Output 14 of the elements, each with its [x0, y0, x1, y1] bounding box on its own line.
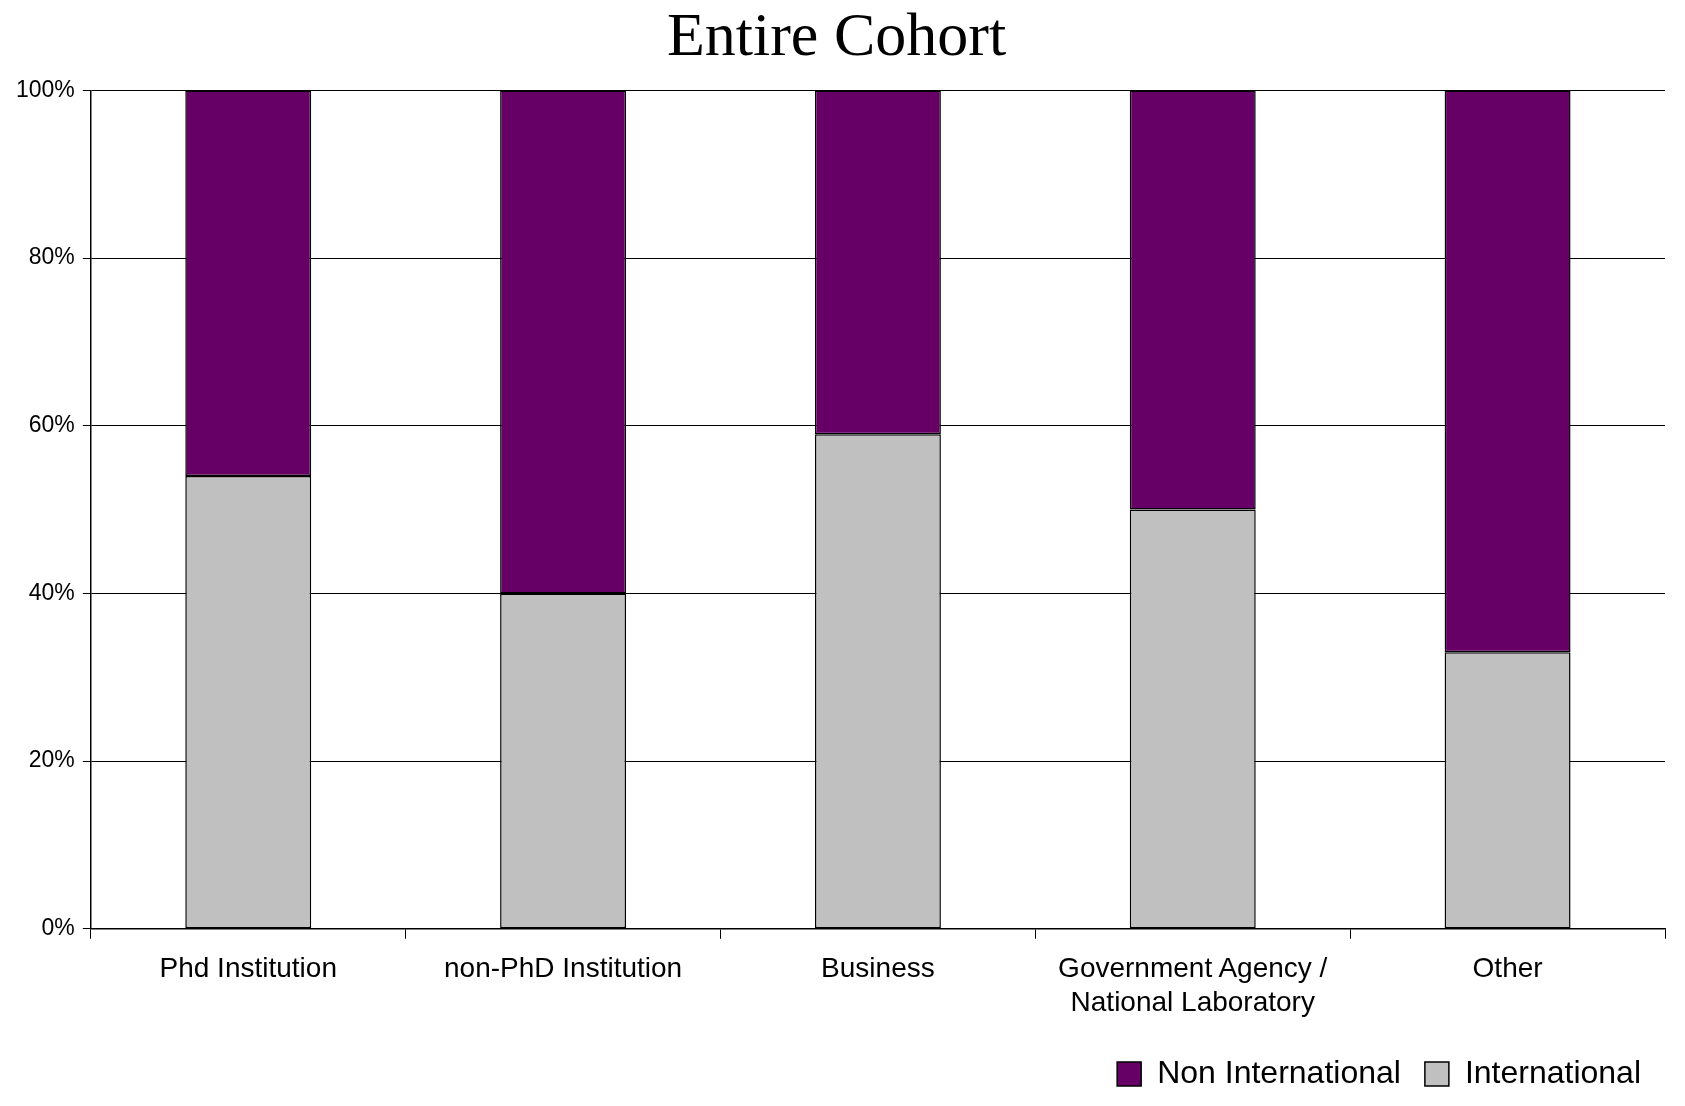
x-tick-label: Other — [1472, 952, 1543, 984]
x-tick-label: Government Agency / National Laboratory — [1058, 952, 1328, 1017]
y-tick-label: 80% — [28, 243, 75, 270]
y-tick-label: 100% — [16, 75, 75, 102]
y-tick-label: 40% — [28, 578, 75, 605]
y-tick-label: 60% — [28, 411, 75, 438]
y-tick-label: 20% — [28, 746, 75, 773]
legend-label: Non International — [1157, 1053, 1401, 1090]
legend-label: International — [1464, 1053, 1641, 1090]
y-tick-label: 0% — [41, 914, 75, 941]
chart-title: Entire Cohort — [666, 0, 1007, 69]
x-tick-label: Business — [821, 952, 935, 984]
x-tick-label: Phd Institution — [159, 952, 337, 984]
x-tick-label: non-PhD Institution — [444, 952, 683, 984]
